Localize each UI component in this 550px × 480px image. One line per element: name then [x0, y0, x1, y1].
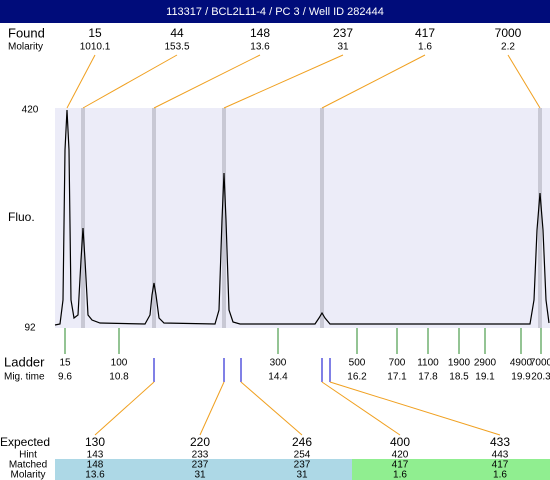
- y-axis-label: Fluo.: [8, 210, 35, 224]
- mig-time: 16.2: [347, 372, 367, 383]
- ladder-size: 500: [349, 358, 366, 369]
- matched-size: 417: [492, 460, 509, 471]
- match-connector: [329, 381, 501, 436]
- matched-bg: [55, 459, 352, 480]
- ladder-size: 4900: [510, 358, 533, 369]
- match-connector: [94, 381, 155, 436]
- matched-size: 237: [192, 460, 209, 471]
- found-size: 44: [170, 26, 184, 40]
- peak-connector: [507, 54, 541, 109]
- ladder-label: Ladder: [4, 354, 45, 369]
- hint-size: 233: [192, 450, 209, 461]
- header-title: 113317 / BCL2L11-4 / PC 3 / Well ID 2824…: [166, 6, 384, 18]
- matched-molarity: 1.6: [393, 470, 407, 480]
- expected-size: 400: [390, 435, 410, 449]
- mig-time-label: Mig. time: [4, 372, 45, 383]
- ladder-size: 15: [59, 358, 71, 369]
- ladder-size: 100: [111, 358, 128, 369]
- matched-size: 148: [87, 460, 104, 471]
- ladder-size: 1100: [417, 358, 439, 369]
- found-size: 7000: [495, 26, 522, 40]
- molarity-label: Molarity: [8, 42, 43, 53]
- found-molarity: 1010.1: [80, 42, 111, 53]
- y-tick-label: 420: [22, 105, 39, 116]
- found-molarity: 1.6: [418, 42, 432, 53]
- peak-connector: [321, 54, 426, 109]
- mig-time: 9.6: [58, 372, 72, 383]
- molarity-label: Molarity: [10, 470, 45, 480]
- matched-molarity: 31: [296, 470, 308, 480]
- found-molarity: 31: [337, 42, 349, 53]
- peak-band: [320, 108, 324, 328]
- ladder-size: 7000: [530, 358, 550, 369]
- matched-molarity: 31: [194, 470, 206, 480]
- ladder-size: 2900: [474, 358, 497, 369]
- mig-time: 10.8: [109, 372, 129, 383]
- found-size: 148: [250, 26, 270, 40]
- peak-band: [222, 108, 226, 328]
- found-size: 15: [88, 26, 102, 40]
- hint-size: 143: [87, 450, 104, 461]
- found-label: Found: [8, 25, 45, 40]
- ladder-size: 300: [270, 358, 287, 369]
- expected-size: 433: [490, 435, 510, 449]
- match-connector: [240, 381, 303, 436]
- peak-band: [152, 108, 156, 328]
- hint-size: 420: [392, 450, 409, 461]
- peak-band: [81, 108, 85, 328]
- plot-area: [55, 108, 550, 328]
- header-bar: [0, 0, 550, 23]
- expected-size: 130: [85, 435, 105, 449]
- mig-time: 19.1: [475, 372, 495, 383]
- ladder-size: 1900: [448, 358, 471, 369]
- mig-time: 18.5: [449, 372, 469, 383]
- matched-bg: [352, 459, 550, 480]
- peak-connector: [82, 54, 178, 109]
- matched-size: 417: [392, 460, 409, 471]
- expected-size: 220: [190, 435, 210, 449]
- mig-time: 17.1: [387, 372, 407, 383]
- found-size: 237: [333, 26, 353, 40]
- hint-size: 443: [492, 450, 509, 461]
- peak-connector: [153, 54, 261, 109]
- trace: [54, 109, 550, 326]
- matched-molarity: 1.6: [493, 470, 507, 480]
- peak-connector: [66, 54, 96, 109]
- ladder-size: 700: [389, 358, 406, 369]
- matched-molarity: 13.6: [85, 470, 105, 480]
- peak-connector: [223, 54, 344, 109]
- found-molarity: 153.5: [164, 42, 189, 53]
- mig-time: 19.9: [511, 372, 531, 383]
- match-connector: [199, 381, 225, 436]
- peak-band: [538, 108, 542, 328]
- found-molarity: 2.2: [501, 42, 515, 53]
- match-connector: [321, 381, 401, 436]
- mig-time: 20.3: [531, 372, 550, 383]
- y-tick-label: 92: [24, 323, 36, 334]
- expected-label: Expected: [0, 435, 50, 449]
- found-size: 417: [415, 26, 435, 40]
- mig-time: 17.8: [418, 372, 438, 383]
- matched-size: 237: [294, 460, 311, 471]
- found-molarity: 13.6: [250, 42, 270, 53]
- expected-size: 246: [292, 435, 312, 449]
- hint-size: 254: [294, 450, 311, 461]
- matched-label: Matched: [9, 460, 47, 471]
- hint-label: Hint: [19, 450, 37, 461]
- mig-time: 14.4: [268, 372, 288, 383]
